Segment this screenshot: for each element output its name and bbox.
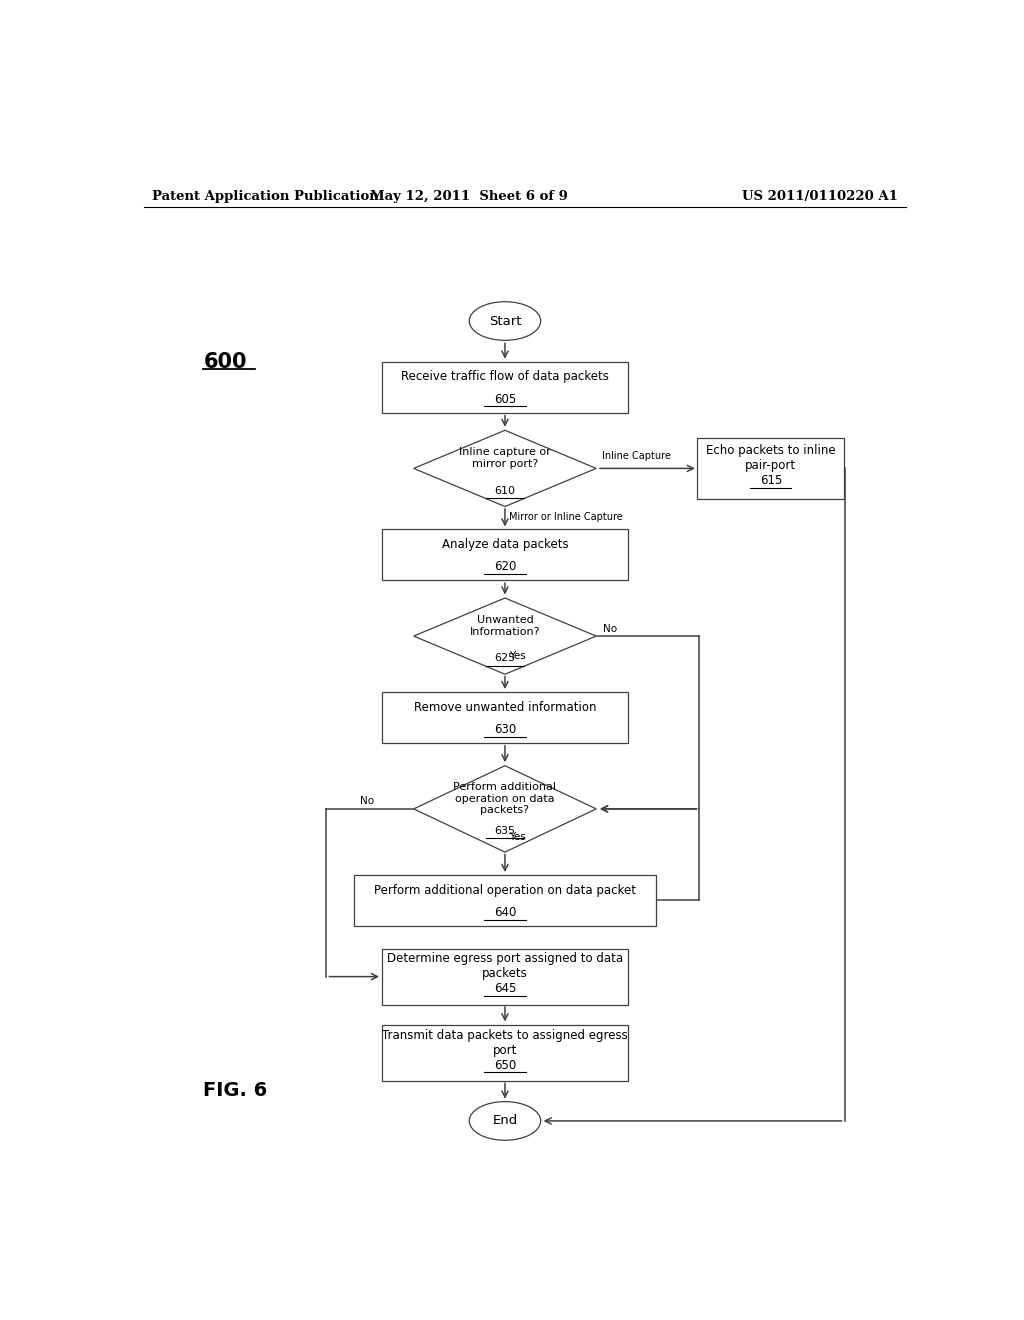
Text: Perform additional operation on data packet: Perform additional operation on data pac… — [374, 883, 636, 896]
Text: Echo packets to inline
pair-port: Echo packets to inline pair-port — [706, 445, 836, 473]
Text: Inline Capture: Inline Capture — [602, 451, 671, 461]
FancyBboxPatch shape — [382, 692, 628, 743]
Text: 605: 605 — [494, 393, 516, 405]
Text: Receive traffic flow of data packets: Receive traffic flow of data packets — [401, 371, 609, 383]
FancyBboxPatch shape — [697, 438, 844, 499]
Polygon shape — [414, 598, 596, 675]
Text: 600: 600 — [204, 351, 247, 372]
Text: 635: 635 — [495, 826, 515, 837]
Text: Mirror or Inline Capture: Mirror or Inline Capture — [509, 512, 623, 523]
Text: 620: 620 — [494, 561, 516, 573]
Text: Determine egress port assigned to data
packets: Determine egress port assigned to data p… — [387, 953, 623, 981]
Ellipse shape — [469, 1102, 541, 1140]
Text: Patent Application Publication: Patent Application Publication — [152, 190, 379, 202]
Text: End: End — [493, 1114, 517, 1127]
Text: Yes: Yes — [509, 833, 525, 842]
Text: FIG. 6: FIG. 6 — [204, 1081, 267, 1100]
FancyBboxPatch shape — [382, 362, 628, 412]
Text: Inline capture or
mirror port?: Inline capture or mirror port? — [459, 447, 551, 469]
Text: May 12, 2011  Sheet 6 of 9: May 12, 2011 Sheet 6 of 9 — [371, 190, 568, 202]
Text: 615: 615 — [760, 474, 782, 487]
Text: Remove unwanted information: Remove unwanted information — [414, 701, 596, 714]
FancyBboxPatch shape — [382, 1024, 628, 1081]
Text: 625: 625 — [495, 653, 515, 664]
Text: 610: 610 — [495, 486, 515, 496]
Ellipse shape — [469, 302, 541, 341]
Text: Analyze data packets: Analyze data packets — [441, 539, 568, 552]
Text: 640: 640 — [494, 906, 516, 919]
Polygon shape — [414, 766, 596, 853]
Text: No: No — [359, 796, 374, 805]
Text: Transmit data packets to assigned egress
port: Transmit data packets to assigned egress… — [382, 1028, 628, 1057]
Text: 630: 630 — [494, 723, 516, 737]
Text: 650: 650 — [494, 1059, 516, 1072]
Text: No: No — [602, 624, 616, 634]
Text: Perform additional
operation on data
packets?: Perform additional operation on data pac… — [454, 783, 556, 816]
FancyBboxPatch shape — [354, 875, 655, 925]
Text: Start: Start — [488, 314, 521, 327]
Text: 645: 645 — [494, 982, 516, 995]
Text: Yes: Yes — [509, 652, 525, 661]
Text: US 2011/0110220 A1: US 2011/0110220 A1 — [742, 190, 898, 202]
Polygon shape — [414, 430, 596, 507]
Text: Unwanted
Information?: Unwanted Information? — [470, 615, 541, 636]
FancyBboxPatch shape — [382, 529, 628, 581]
FancyBboxPatch shape — [382, 949, 628, 1005]
